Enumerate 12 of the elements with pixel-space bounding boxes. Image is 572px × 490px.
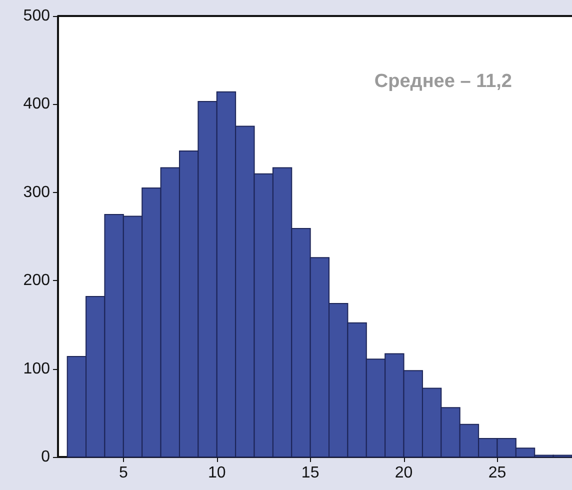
y-tick-label: 100 [23,360,50,378]
x-tick-label: 15 [301,464,320,482]
y-tick-label: 400 [23,96,50,113]
x-tick-label: 10 [208,464,226,482]
y-tick-label: 500 [23,8,50,24]
y-tick-label: 0 [41,448,50,466]
y-tick-label: 200 [23,272,50,290]
x-tick-label: 5 [118,464,128,482]
x-tick-label: 20 [394,464,413,482]
y-tick-label: 300 [23,184,50,201]
annotation: Среднее – 11,2 [374,71,512,92]
x-tick-label: 25 [488,464,506,482]
